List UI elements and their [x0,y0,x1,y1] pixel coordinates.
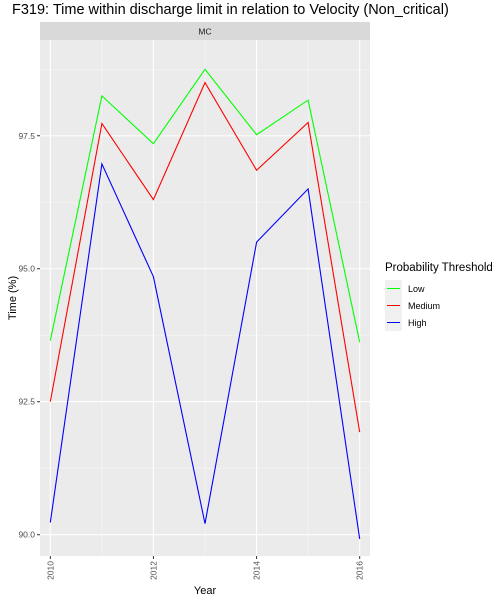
x-axis-title: Year [194,585,217,597]
legend-key [385,280,402,297]
legend-key [385,297,402,314]
facet-label: MC [198,27,211,37]
legend-title: Probability Threshold [385,262,493,274]
y-tick-label: 90.0 [18,530,35,540]
chart-title: F319: Time within discharge limit in rel… [12,2,449,18]
y-tick-label: 95.0 [18,264,35,274]
x-tick-label: 2012 [148,561,158,580]
y-tick-label: 92.5 [18,397,35,407]
x-tick-label: 2010 [45,561,55,580]
series-line-medium [49,81,361,433]
legend-item-low: Low [385,280,493,297]
legend-label: Low [408,283,425,294]
y-axis-title: Time (%) [7,276,19,320]
legend-item-high: High [385,314,493,331]
x-tick-label: 2016 [355,561,365,580]
y-tick-label: 97.5 [18,131,35,141]
legend-item-medium: Medium [385,297,493,314]
legend-label: Medium [408,300,441,311]
facet-strip [40,22,370,40]
legend: Probability Threshold Low Medium High [385,262,493,331]
series-line-low [49,68,361,343]
legend-key [385,314,402,331]
legend-label: High [408,317,427,328]
x-tick-label: 2014 [252,561,262,580]
series-line-high [49,161,361,540]
